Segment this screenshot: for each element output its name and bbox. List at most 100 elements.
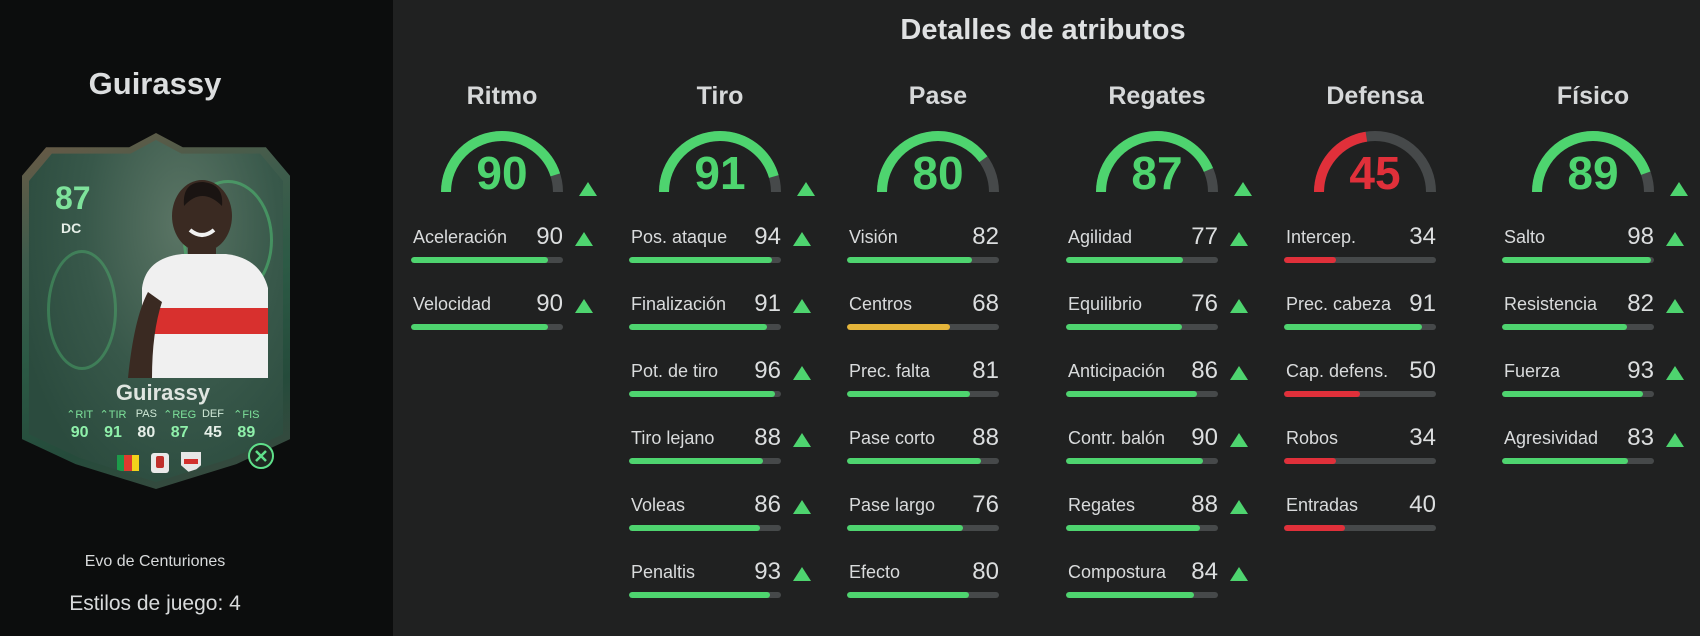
attribute-row: Penaltis 93	[629, 558, 811, 610]
attribute-row: Prec. falta 81	[847, 357, 1029, 409]
card-stat-label: ⌃TIR	[99, 409, 127, 421]
attribute-bar	[1066, 257, 1218, 263]
attribute-row: Aceleración 90	[411, 223, 593, 275]
card-stats: ⌃RIT ⌃TIR PAS ⌃REG DEF ⌃FIS 90 91 80 87 45 89	[63, 408, 263, 442]
attribute-label: Prec. cabeza	[1286, 294, 1392, 314]
attribute-bar	[1066, 324, 1218, 330]
attribute-row: Pos. ataque 94	[629, 223, 811, 275]
attribute-label: Velocidad	[413, 294, 492, 314]
category-defensa: Defensa 45 Intercep. 34 Prec. cabeza 91 Cap. d…	[1284, 82, 1466, 622]
attribute-label: Finalización	[631, 294, 727, 314]
upgrade-arrow-icon	[579, 182, 597, 196]
attribute-label: Cap. defens.	[1286, 361, 1389, 381]
category-value: 80	[912, 147, 964, 199]
category-title: Defensa	[1326, 82, 1424, 110]
gauge-fill	[441, 131, 563, 193]
attribute-bar	[1284, 458, 1436, 464]
upgrade-arrow-icon	[575, 299, 593, 313]
attribute-value: 90	[536, 223, 563, 250]
attribute-value: 91	[1409, 290, 1436, 317]
attribute-label: Visión	[849, 227, 898, 247]
category-title: Regates	[1108, 82, 1206, 110]
gauge-fill	[659, 131, 781, 193]
category-gauge: 91	[629, 122, 811, 212]
attribute-bar	[1284, 525, 1436, 531]
attribute-label: Robos	[1286, 428, 1339, 448]
attribute-bar	[629, 257, 781, 263]
category-title: Ritmo	[466, 82, 538, 110]
attribute-value: 50	[1409, 357, 1436, 384]
card-stat-label: PAS	[135, 408, 157, 420]
player-card[interactable]: 87 DC Guirassy ⌃RIT ⌃TIR PAS ⌃REG DEF ⌃FIS 90 9…	[22, 133, 290, 489]
upgrade-arrow-icon	[1666, 232, 1684, 246]
attribute-label: Resistencia	[1504, 294, 1598, 314]
upgrade-arrow-icon	[1234, 182, 1252, 196]
attribute-value: 86	[1191, 357, 1218, 384]
player-panel: Guirassy 87 DC Guirassy ⌃RIT ⌃TIR PAS ⌃REG D…	[0, 0, 393, 636]
category-title: Pase	[908, 82, 968, 110]
attribute-value: 88	[754, 424, 781, 451]
gauge-fill	[1096, 131, 1218, 193]
attribute-label: Penaltis	[631, 562, 696, 582]
upgrade-arrow-icon	[797, 182, 815, 196]
upgrade-arrow-icon	[793, 433, 811, 447]
playstyles-count: Estilos de juego: 4	[69, 592, 241, 615]
upgrade-arrow-icon	[793, 299, 811, 313]
attribute-bar	[1502, 257, 1654, 263]
attribute-label: Tiro lejano	[631, 428, 715, 448]
card-stat-value: 45	[204, 424, 222, 441]
upgrade-arrow-icon	[1230, 299, 1248, 313]
attribute-row: Equilibrio 76	[1066, 290, 1248, 342]
upgrade-arrow-icon	[793, 232, 811, 246]
attribute-bar	[847, 458, 999, 464]
upgrade-arrow-icon	[1230, 232, 1248, 246]
card-stat-label: ⌃RIT	[66, 409, 94, 421]
attribute-row: Tiro lejano 88	[629, 424, 811, 476]
attribute-row: Voleas 86	[629, 491, 811, 543]
category-value: 90	[476, 147, 528, 199]
attribute-label: Equilibrio	[1068, 294, 1143, 314]
category-gauge: 89	[1502, 122, 1684, 212]
attribute-label: Anticipación	[1068, 361, 1166, 381]
attribute-bar	[1284, 391, 1436, 397]
attribute-row: Centros 68	[847, 290, 1029, 342]
attribute-value: 90	[1191, 424, 1218, 451]
attributes-panel: Detalles de atributos Ritmo 90 Aceleración…	[393, 0, 1700, 636]
attribute-label: Aceleración	[413, 227, 508, 247]
attribute-label: Salto	[1504, 227, 1546, 247]
card-stat-label: ⌃FIS	[233, 409, 260, 421]
attribute-bar-fill	[1066, 458, 1203, 464]
attribute-value: 94	[754, 223, 781, 250]
attribute-bar-fill	[1066, 324, 1182, 330]
attribute-row: Fuerza 93	[1502, 357, 1684, 409]
attribute-bar	[411, 257, 563, 263]
attribute-row: Agilidad 77	[1066, 223, 1248, 275]
attribute-bar	[629, 525, 781, 531]
attribute-bar-fill	[1284, 391, 1360, 397]
attribute-value: 96	[754, 357, 781, 384]
card-stat-value: 80	[137, 424, 156, 441]
card-background: 87 DC Guirassy ⌃RIT ⌃TIR PAS ⌃REG DEF ⌃FIS 90 9…	[29, 140, 283, 482]
gauge-arc	[659, 131, 781, 193]
category-value: 87	[1131, 147, 1183, 199]
attribute-bar	[1502, 391, 1654, 397]
attribute-label: Intercep.	[1286, 227, 1357, 247]
card-rating: 87	[55, 180, 91, 216]
card-position: DC	[61, 220, 82, 236]
upgrade-arrow-icon	[1666, 299, 1684, 313]
category-value: 91	[694, 147, 746, 199]
attribute-label: Fuerza	[1504, 361, 1561, 381]
attribute-row: Robos 34	[1284, 424, 1466, 476]
attribute-bar-fill	[629, 458, 763, 464]
card-stat-label: ⌃REG	[163, 409, 197, 421]
gauge-arc	[1532, 131, 1654, 193]
attribute-row: Pase corto 88	[847, 424, 1029, 476]
attribute-value: 86	[754, 491, 781, 518]
attribute-bar-fill	[847, 458, 981, 464]
category-value: 89	[1567, 147, 1619, 199]
attribute-bar	[847, 324, 999, 330]
upgrade-arrow-icon	[793, 567, 811, 581]
card-stat-value: 90	[70, 424, 89, 441]
gauge-arc	[1096, 131, 1218, 193]
